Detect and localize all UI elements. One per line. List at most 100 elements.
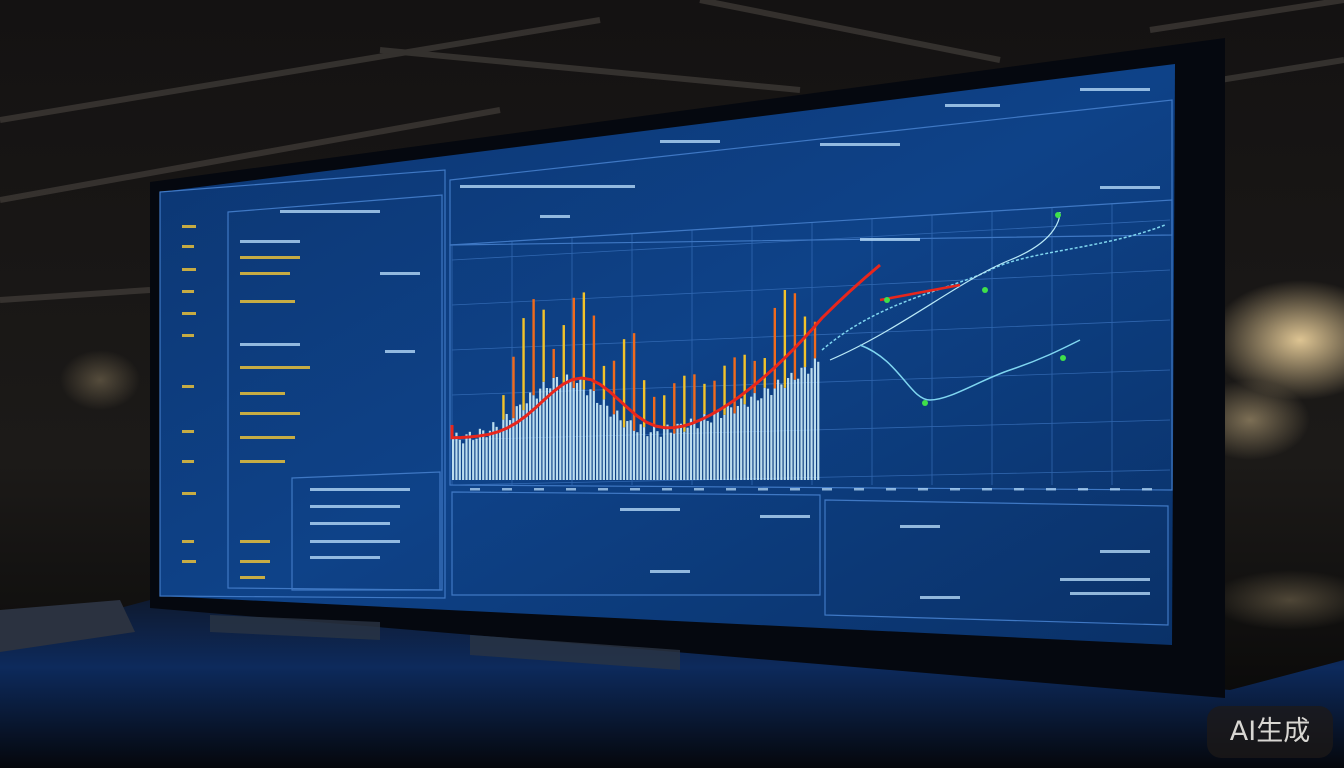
bar xyxy=(730,407,733,480)
bar xyxy=(565,374,569,480)
left-panel xyxy=(159,169,446,599)
desk xyxy=(0,600,1344,768)
text-label xyxy=(182,460,194,463)
bar xyxy=(733,413,736,480)
marker-dot xyxy=(1055,212,1061,218)
text-label xyxy=(650,570,690,573)
bar xyxy=(659,436,662,480)
axis-tick-label xyxy=(470,488,480,491)
ceiling-pipes xyxy=(0,0,1344,303)
bar xyxy=(797,378,800,480)
bar xyxy=(482,430,485,480)
bar xyxy=(465,434,468,480)
text-label xyxy=(945,104,1000,107)
dashboard-labels xyxy=(182,88,1160,599)
text-label xyxy=(1070,592,1150,595)
spike-bar xyxy=(683,375,686,432)
text-label xyxy=(540,215,570,218)
bar xyxy=(535,398,538,480)
bar xyxy=(609,416,612,480)
bar xyxy=(790,372,793,480)
bar xyxy=(589,389,592,480)
text-label xyxy=(240,343,300,346)
text-label xyxy=(182,268,196,271)
bar xyxy=(555,376,559,480)
bar xyxy=(736,405,739,480)
axis-tick-label xyxy=(534,488,544,491)
spike-bar xyxy=(632,333,636,431)
bar xyxy=(783,387,786,480)
left-inner-panel xyxy=(227,194,443,591)
bar xyxy=(596,402,599,480)
bar xyxy=(495,426,498,480)
bar xyxy=(629,420,632,480)
bar xyxy=(542,381,545,480)
bar xyxy=(673,433,676,480)
spike-bar xyxy=(763,358,766,388)
axis-tick-label xyxy=(1046,488,1056,491)
chart-bars xyxy=(452,289,820,480)
bar xyxy=(669,432,672,480)
axis-tick-label xyxy=(726,488,736,491)
spike-bar xyxy=(703,383,706,415)
bar xyxy=(632,430,636,480)
main-chart-panel xyxy=(449,199,1173,491)
axis-tick-label xyxy=(630,488,640,491)
text-label xyxy=(310,556,380,559)
bar xyxy=(646,436,649,480)
text-label xyxy=(240,412,300,415)
text-label xyxy=(760,515,810,518)
axis-tick-label xyxy=(566,488,576,491)
bar xyxy=(522,410,525,480)
text-label xyxy=(820,143,900,146)
chart-lines xyxy=(450,211,1166,440)
bar xyxy=(753,393,756,480)
bar xyxy=(569,379,572,480)
text-label xyxy=(620,508,680,511)
bar xyxy=(689,418,693,480)
axis-tick-label xyxy=(790,488,800,491)
bar xyxy=(780,384,783,480)
spike-bar xyxy=(522,318,525,411)
bar xyxy=(512,418,515,480)
bar xyxy=(599,404,602,480)
text-label xyxy=(385,350,415,353)
bar xyxy=(575,383,579,480)
bar xyxy=(756,400,760,480)
bar xyxy=(515,406,518,480)
bar xyxy=(485,437,488,480)
axis-tick-label xyxy=(694,488,704,491)
bar xyxy=(699,420,703,480)
axis-tick-label xyxy=(918,488,928,491)
text-label xyxy=(240,272,290,275)
axis-tick-label xyxy=(1014,488,1024,491)
text-label xyxy=(860,238,920,241)
dashboard-panels xyxy=(159,99,1173,626)
bar xyxy=(592,390,595,480)
spike-bar xyxy=(723,365,726,415)
text-label xyxy=(310,488,410,491)
text-label xyxy=(380,272,420,275)
bar xyxy=(498,429,502,480)
bar xyxy=(606,405,609,480)
spike-bar xyxy=(653,396,656,426)
bar xyxy=(810,368,813,480)
spike-bar xyxy=(502,395,505,420)
axis-tick-label xyxy=(1110,488,1120,491)
text-label xyxy=(182,290,194,293)
spike-bar xyxy=(793,293,797,380)
info-card xyxy=(291,471,441,591)
bar xyxy=(562,382,565,480)
bar xyxy=(616,410,619,480)
bar xyxy=(726,404,729,480)
spike-bar xyxy=(532,299,535,396)
bar xyxy=(572,387,575,480)
bar xyxy=(720,417,723,480)
text-label xyxy=(310,522,390,525)
bar xyxy=(492,422,495,480)
axis-tick-label xyxy=(1078,488,1088,491)
text-label xyxy=(182,225,196,228)
spike-bar xyxy=(803,316,807,368)
axis-tick-label xyxy=(982,488,992,491)
bar xyxy=(656,431,659,480)
